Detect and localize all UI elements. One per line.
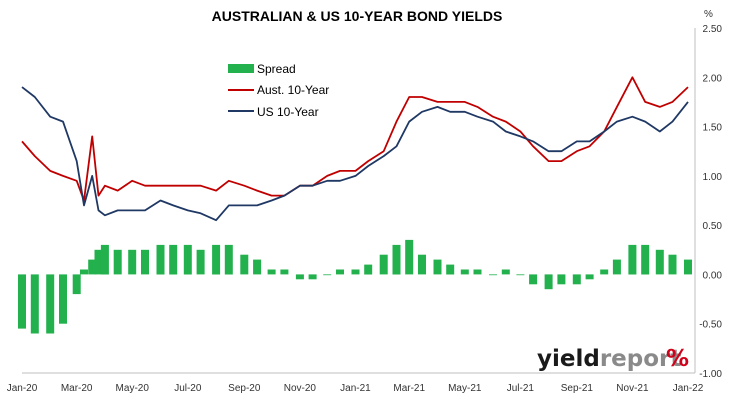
spread-bar [18,274,26,329]
chart-title: AUSTRALIAN & US 10-YEAR BOND YIELDS [212,8,503,24]
spread-bar [94,249,103,275]
spread-bars [18,239,692,334]
x-tick-label: Jan-20 [7,383,38,394]
spread-bar [212,244,221,275]
spread-bar [196,249,205,275]
spread-bar [544,274,553,290]
spread-bar [253,259,262,275]
x-tick-label: Nov-20 [284,383,317,394]
spread-bar [655,249,664,275]
y-tick-label: 2.50 [703,24,723,35]
spread-bar [379,254,388,275]
spread-bar [240,254,249,275]
spread-bar [88,259,97,275]
spread-bar [473,269,482,275]
spread-bar [280,269,289,275]
spread-bar [141,249,149,275]
spread-bar [323,274,332,276]
spread-bar [433,259,442,275]
spread-bar [585,274,594,280]
x-tick-label: May-20 [116,383,150,394]
x-tick-label: Sep-20 [228,383,261,394]
yield-lines [21,76,689,222]
x-tick-label: Sep-21 [561,383,594,394]
x-tick-label: Jul-21 [507,383,535,394]
spread-bar [183,244,192,275]
x-tick-label: Nov-21 [616,383,649,394]
spread-bar [100,244,109,275]
spread-bar [30,274,39,334]
spread-bar [113,249,122,275]
y-tick-label: 0.50 [703,221,723,232]
y-axis-unit: % [704,9,713,20]
legend: Spread Aust. 10-Year US 10-Year [228,62,329,119]
y-tick-label: -0.50 [699,320,722,331]
spread-bar [59,274,67,324]
spread-bar [405,239,414,275]
spread-bar [224,244,233,275]
legend-aus-label: Aust. 10-Year [257,83,329,97]
legend-spread-swatch [228,64,254,73]
spread-bar [684,259,692,275]
spread-bar [72,274,81,295]
spread-bar [156,244,165,275]
y-tick-label: 1.50 [703,123,723,134]
spread-bar [489,274,497,276]
spread-bar [364,264,373,275]
brand-symbol: % [666,346,689,372]
spread-bar [516,274,525,276]
x-tick-label: Jul-20 [174,383,202,394]
x-tick-label: Jan-22 [673,383,704,394]
spread-bar [80,269,88,275]
legend-spread-label: Spread [257,62,296,76]
spread-bar [128,249,137,275]
x-tick-label: Mar-21 [393,383,425,394]
spread-bar [501,269,510,275]
spread-bar [641,244,650,275]
y-tick-label: 2.00 [703,73,723,84]
spread-bar [612,259,621,275]
x-tick-label: May-21 [448,383,482,394]
us-10-year-line [21,86,689,222]
y-tick-labels: 2.50 2.00 1.50 1.00 0.50 0.00 -0.50 -1.00 [699,24,722,380]
brand-logo: yieldreport % [537,346,689,372]
axes [22,28,696,374]
spread-bar [668,254,677,275]
spread-bar [600,269,609,275]
spread-bar [460,269,469,275]
y-tick-label: 0.00 [703,270,723,281]
spread-bar [557,274,566,285]
y-tick-label: 1.00 [703,172,723,183]
x-tick-label: Jan-21 [340,383,371,394]
spread-bar [336,269,344,275]
y-tick-label: -1.00 [699,369,722,380]
spread-bar [418,254,426,275]
brand-part2: report [600,346,682,372]
svg-text:yieldreport: yieldreport [537,346,681,372]
spread-bar [169,244,178,275]
spread-bar [351,269,360,275]
spread-bar [308,274,317,280]
legend-us-label: US 10-Year [257,105,319,119]
spread-bar [572,274,581,285]
brand-part1: yield [537,346,600,372]
spread-bar [529,274,538,285]
aus-10-year-line [21,76,689,202]
spread-bar [267,269,276,275]
x-tick-label: Mar-20 [61,383,93,394]
spread-bar [392,244,401,275]
x-tick-labels: Jan-20 Mar-20 May-20 Jul-20 Sep-20 Nov-20 Jan-… [7,383,704,394]
spread-bar [628,244,637,275]
spread-bar [46,274,55,334]
spread-bar [295,274,304,280]
spread-bar [446,264,455,275]
